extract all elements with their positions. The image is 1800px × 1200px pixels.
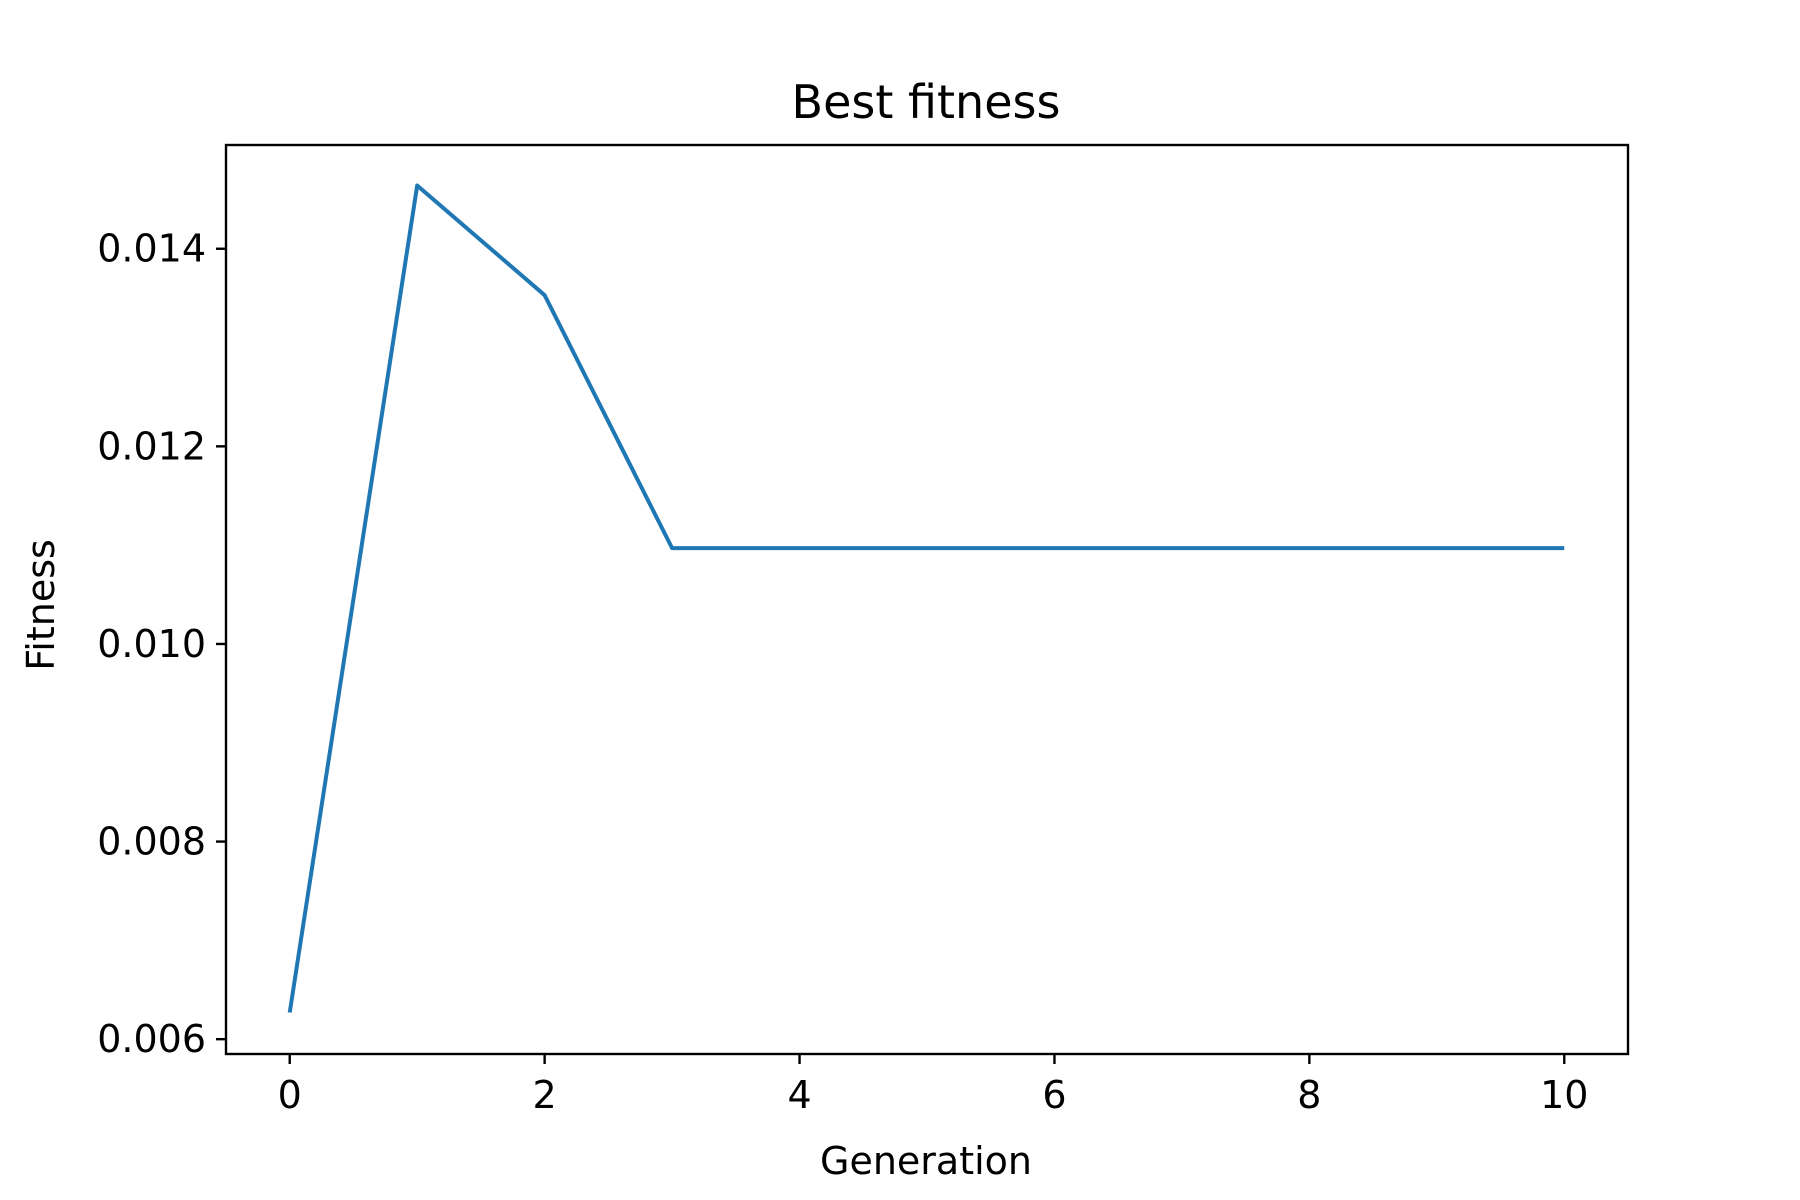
series-line: [287, 183, 1565, 1013]
x-tick-label: 4: [787, 1073, 811, 1117]
y-axis-label: Fitness: [19, 539, 63, 671]
y-axis: 0.006 0.008 0.010 0.012 0.014: [97, 227, 226, 1061]
x-axis-label: Generation: [820, 1139, 1032, 1183]
x-axis: 0 2 4 6 8 10: [278, 1054, 1588, 1117]
y-tick-label: 0.012: [97, 424, 206, 468]
x-tick-label: 8: [1297, 1073, 1321, 1117]
y-tick-label: 0.014: [97, 227, 206, 271]
x-tick-label: 0: [278, 1073, 302, 1117]
y-tick-label: 0.006: [97, 1017, 206, 1061]
x-tick-label: 2: [533, 1073, 557, 1117]
x-tick-label: 10: [1540, 1073, 1588, 1117]
plot-area: [287, 183, 1565, 1013]
chart-title: Best fitness: [792, 75, 1061, 129]
y-tick-label: 0.008: [97, 820, 206, 864]
x-tick-label: 6: [1042, 1073, 1066, 1117]
axes-frame: [224, 143, 1630, 1056]
y-tick-label: 0.010: [97, 622, 206, 666]
